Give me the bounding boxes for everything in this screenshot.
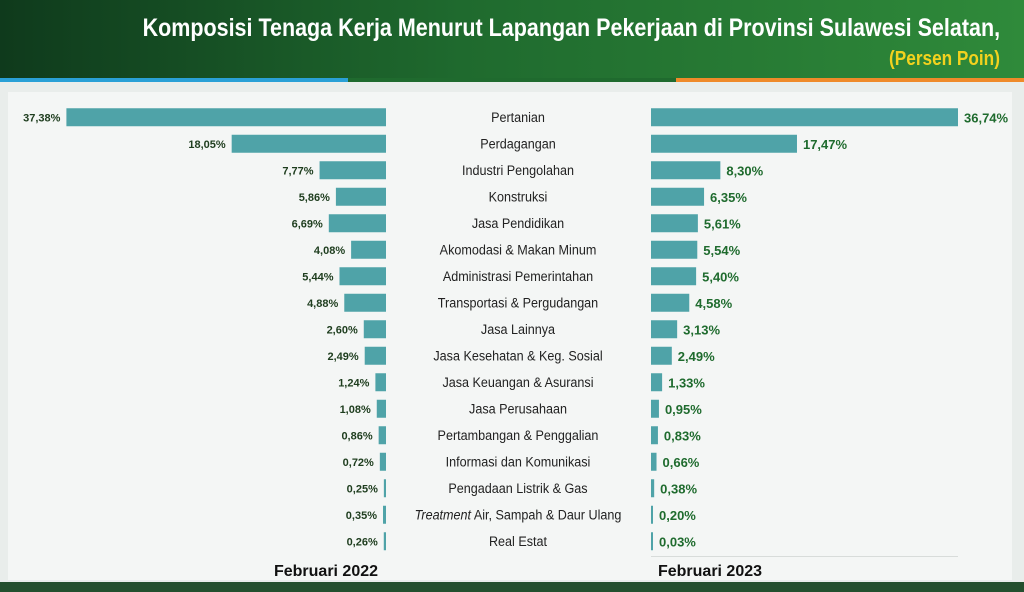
data-label-feb-2023: 0,83%	[664, 428, 701, 443]
bar-feb-2023	[651, 134, 797, 153]
bar-feb-2022	[378, 426, 386, 445]
data-label-feb-2022: 0,25%	[347, 483, 378, 495]
data-label-feb-2022: 6,69%	[292, 218, 323, 230]
bar-feb-2023	[651, 187, 705, 206]
category-label: Transportasi & Pergudangan	[438, 295, 598, 311]
category-label: Industri Pengolahan	[462, 163, 574, 179]
category-label: Jasa Keuangan & Asuransi	[442, 375, 593, 391]
bar-feb-2023	[651, 532, 653, 551]
category-label: Jasa Lainnya	[481, 322, 556, 338]
data-label-feb-2023: 5,61%	[704, 216, 741, 231]
data-label-feb-2023: 1,33%	[668, 375, 705, 390]
category-label: Pertambangan & Penggalian	[438, 428, 599, 444]
bar-feb-2022	[328, 214, 386, 233]
data-label-feb-2022: 2,49%	[328, 351, 359, 363]
bar-feb-2022	[319, 161, 386, 180]
chart-title: Komposisi Tenaga Kerja Menurut Lapangan …	[142, 14, 1000, 42]
bar-feb-2022	[363, 320, 386, 339]
data-label-feb-2022: 5,44%	[302, 271, 333, 283]
data-label-feb-2023: 36,74%	[964, 110, 1009, 125]
series-label-feb-2022: Februari 2022	[274, 563, 378, 580]
data-label-feb-2023: 0,38%	[660, 481, 697, 496]
bar-feb-2023	[651, 399, 659, 418]
data-label-feb-2022: 7,77%	[282, 165, 313, 177]
bar-feb-2022	[383, 505, 386, 524]
bar-feb-2022	[231, 134, 386, 153]
bar-feb-2022	[375, 373, 386, 392]
data-label-feb-2023: 2,49%	[678, 349, 715, 364]
category-label: Jasa Pendidikan	[472, 216, 564, 232]
data-label-feb-2023: 5,40%	[702, 269, 739, 284]
category-label: Perdagangan	[480, 136, 556, 152]
bar-feb-2023	[651, 108, 958, 127]
category-label: Jasa Perusahaan	[469, 401, 567, 417]
bar-feb-2022	[376, 399, 386, 418]
bar-feb-2022	[379, 452, 386, 471]
data-label-feb-2023: 0,66%	[663, 455, 700, 470]
bar-feb-2023	[651, 452, 657, 471]
bar-feb-2022	[383, 479, 386, 498]
butterfly-bar-chart: 37,38% Pertanian 36,74% 18,05% Perdagangan 17…	[23, 108, 1009, 580]
title-banner: Komposisi Tenaga Kerja Menurut Lapangan …	[0, 0, 1024, 82]
bar-feb-2023	[651, 320, 678, 339]
category-label: Informasi dan Komunikasi	[446, 454, 591, 470]
bar-feb-2022	[335, 187, 386, 206]
data-label-feb-2023: 5,54%	[703, 243, 740, 258]
bar-feb-2023	[651, 479, 655, 498]
chart-panel: 37,38% Pertanian 36,74% 18,05% Perdagangan 17…	[8, 92, 1012, 580]
category-label: Pengadaan Listrik & Gas	[448, 481, 587, 497]
bar-feb-2022	[383, 532, 386, 551]
bar-feb-2023	[651, 161, 721, 180]
data-label-feb-2022: 0,35%	[346, 510, 377, 522]
data-label-feb-2022: 1,24%	[338, 377, 369, 389]
data-label-feb-2023: 0,03%	[659, 534, 696, 549]
bar-feb-2023	[651, 267, 697, 286]
data-label-feb-2023: 3,13%	[683, 322, 720, 337]
bar-feb-2023	[651, 373, 663, 392]
data-label-feb-2023: 17,47%	[803, 137, 848, 152]
bar-feb-2022	[344, 293, 386, 312]
data-label-feb-2023: 4,58%	[695, 296, 732, 311]
data-label-feb-2023: 6,35%	[710, 190, 747, 205]
footer-band	[0, 582, 1024, 592]
series-label-feb-2023: Februari 2023	[658, 563, 762, 580]
bar-feb-2023	[651, 293, 690, 312]
category-label: Konstruksi	[489, 189, 548, 205]
data-label-feb-2023: 0,95%	[665, 402, 702, 417]
category-label: Pertanian	[491, 110, 545, 126]
bar-feb-2023	[651, 346, 672, 365]
bar-feb-2022	[364, 346, 386, 365]
chart-subtitle: (Persen Poin)	[889, 48, 1000, 70]
data-label-feb-2022: 37,38%	[23, 112, 61, 124]
data-label-feb-2022: 4,08%	[314, 245, 345, 257]
category-label: Akomodasi & Makan Minum	[440, 242, 597, 258]
bar-feb-2023	[651, 426, 658, 445]
data-label-feb-2022: 18,05%	[188, 139, 226, 151]
category-label: Administrasi Pemerintahan	[443, 269, 593, 285]
category-label: Real Estat	[489, 534, 547, 550]
banner-accent-line	[0, 78, 1024, 82]
data-label-feb-2022: 1,08%	[340, 404, 371, 416]
data-label-feb-2022: 0,26%	[347, 536, 378, 548]
data-label-feb-2022: 5,86%	[299, 192, 330, 204]
bar-feb-2022	[339, 267, 386, 286]
data-label-feb-2022: 4,88%	[307, 298, 338, 310]
category-label: Jasa Kesehatan & Keg. Sosial	[433, 348, 602, 364]
bar-feb-2023	[651, 505, 653, 524]
bar-feb-2023	[651, 240, 698, 259]
data-label-feb-2022: 0,86%	[341, 430, 372, 442]
bar-feb-2022	[66, 108, 386, 127]
data-label-feb-2022: 0,72%	[343, 457, 374, 469]
category-label: Treatment Air, Sampah & Daur Ulang	[415, 507, 622, 523]
data-label-feb-2022: 2,60%	[327, 324, 358, 336]
bar-feb-2022	[351, 240, 386, 259]
data-label-feb-2023: 0,20%	[659, 508, 696, 523]
data-label-feb-2023: 8,30%	[726, 163, 763, 178]
bar-feb-2023	[651, 214, 698, 233]
